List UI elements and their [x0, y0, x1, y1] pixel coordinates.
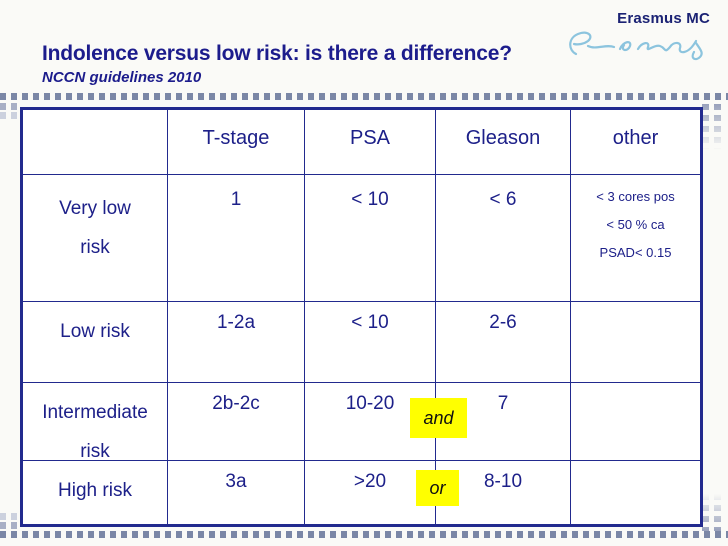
- cell-gleason: 2-6: [436, 302, 571, 382]
- dotted-corner-bottom-right: [702, 494, 709, 531]
- cell-other: < 3 cores pos < 50 % ca PSAD< 0.15: [571, 175, 700, 301]
- cell-gleason: 7: [436, 383, 571, 460]
- dotted-border-top: [0, 93, 728, 100]
- header-cell-empty: [23, 110, 168, 174]
- dotted-corner-bottom-left-fade: [0, 513, 17, 520]
- dotted-corner-top-left: [0, 103, 17, 110]
- row-label-line: risk: [80, 237, 110, 258]
- cell-t-stage: 1-2a: [168, 302, 305, 382]
- row-label-line: risk: [80, 441, 110, 460]
- slide-subtitle: NCCN guidelines 2010: [42, 69, 202, 86]
- cell-t-stage: 2b-2c: [168, 383, 305, 460]
- row-label: Intermediate risk: [23, 383, 168, 460]
- row-label-line: Low risk: [60, 321, 130, 342]
- cell-gleason: 8-10: [436, 461, 571, 524]
- dotted-corner-bottom-right-fade: [714, 494, 721, 531]
- dotted-border-bottom: [0, 531, 728, 538]
- cell-gleason: < 6: [436, 175, 571, 301]
- cell-t-stage: 3a: [168, 461, 305, 524]
- dotted-corner-top-right-fade: [714, 104, 721, 150]
- cell-psa: < 10: [305, 175, 436, 301]
- dotted-corner-bottom-left: [0, 522, 17, 529]
- row-label: Low risk: [23, 302, 168, 382]
- header-cell-psa: PSA: [305, 110, 436, 174]
- row-label: High risk: [23, 461, 168, 524]
- erasmus-signature-icon: [569, 31, 703, 61]
- row-label: Very low risk: [23, 175, 168, 301]
- other-criterion: < 3 cores pos: [596, 189, 675, 204]
- dotted-corner-top-left-fade: [0, 112, 17, 119]
- table-row-very-low-risk: Very low risk 1 < 10 < 6 < 3 cores pos <…: [23, 175, 700, 302]
- dotted-corner-top-right: [702, 104, 709, 150]
- cell-other: [571, 383, 700, 460]
- other-criterion: PSAD< 0.15: [599, 245, 672, 260]
- cell-t-stage: 1: [168, 175, 305, 301]
- header-cell-gleason: Gleason: [436, 110, 571, 174]
- cell-psa: < 10: [305, 302, 436, 382]
- row-label-line: Intermediate: [42, 402, 148, 423]
- erasmus-mc-logo: Erasmus MC: [550, 10, 710, 61]
- cell-other: [571, 461, 700, 524]
- or-highlight: or: [416, 470, 459, 506]
- slide-title: Indolence versus low risk: is there a di…: [42, 42, 512, 65]
- table-row-intermediate-risk: Intermediate risk 2b-2c 10-20 7: [23, 383, 700, 461]
- table-row-low-risk: Low risk 1-2a < 10 2-6: [23, 302, 700, 383]
- row-label-line: Very low: [59, 198, 131, 219]
- header-cell-other: other: [612, 127, 659, 149]
- risk-table: T-stage PSA Gleason other Very low risk …: [20, 107, 703, 527]
- table-row-high-risk: High risk 3a >20 8-10: [23, 461, 700, 524]
- other-criterion: < 50 % ca: [606, 217, 665, 232]
- header-cell-t-stage: T-stage: [168, 110, 305, 174]
- cell-other: [571, 302, 700, 382]
- table-header-row: T-stage PSA Gleason other: [23, 110, 700, 175]
- row-label-line: High risk: [58, 480, 132, 501]
- erasmus-mc-logo-text: Erasmus MC: [617, 10, 710, 27]
- and-highlight: and: [410, 398, 467, 438]
